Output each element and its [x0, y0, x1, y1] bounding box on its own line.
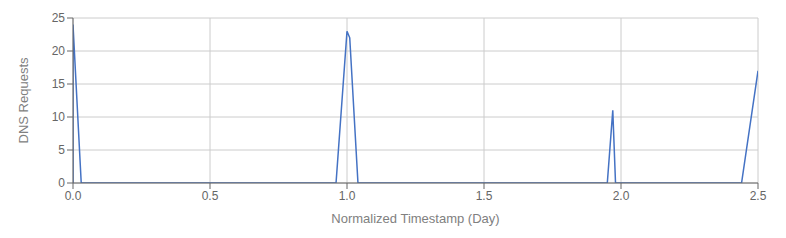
svg-text:25: 25 — [52, 11, 66, 25]
svg-text:0.0: 0.0 — [65, 189, 82, 203]
svg-text:2.0: 2.0 — [613, 189, 630, 203]
svg-text:Normalized Timestamp (Day): Normalized Timestamp (Day) — [331, 211, 499, 226]
svg-text:2.5: 2.5 — [750, 189, 767, 203]
svg-text:20: 20 — [52, 44, 66, 58]
svg-text:0: 0 — [58, 176, 65, 190]
svg-text:5: 5 — [58, 143, 65, 157]
svg-text:0.5: 0.5 — [202, 189, 219, 203]
svg-text:1.0: 1.0 — [339, 189, 356, 203]
svg-text:10: 10 — [52, 110, 66, 124]
svg-text:1.5: 1.5 — [476, 189, 493, 203]
svg-text:15: 15 — [52, 77, 66, 91]
svg-text:DNS Requests: DNS Requests — [16, 57, 31, 143]
